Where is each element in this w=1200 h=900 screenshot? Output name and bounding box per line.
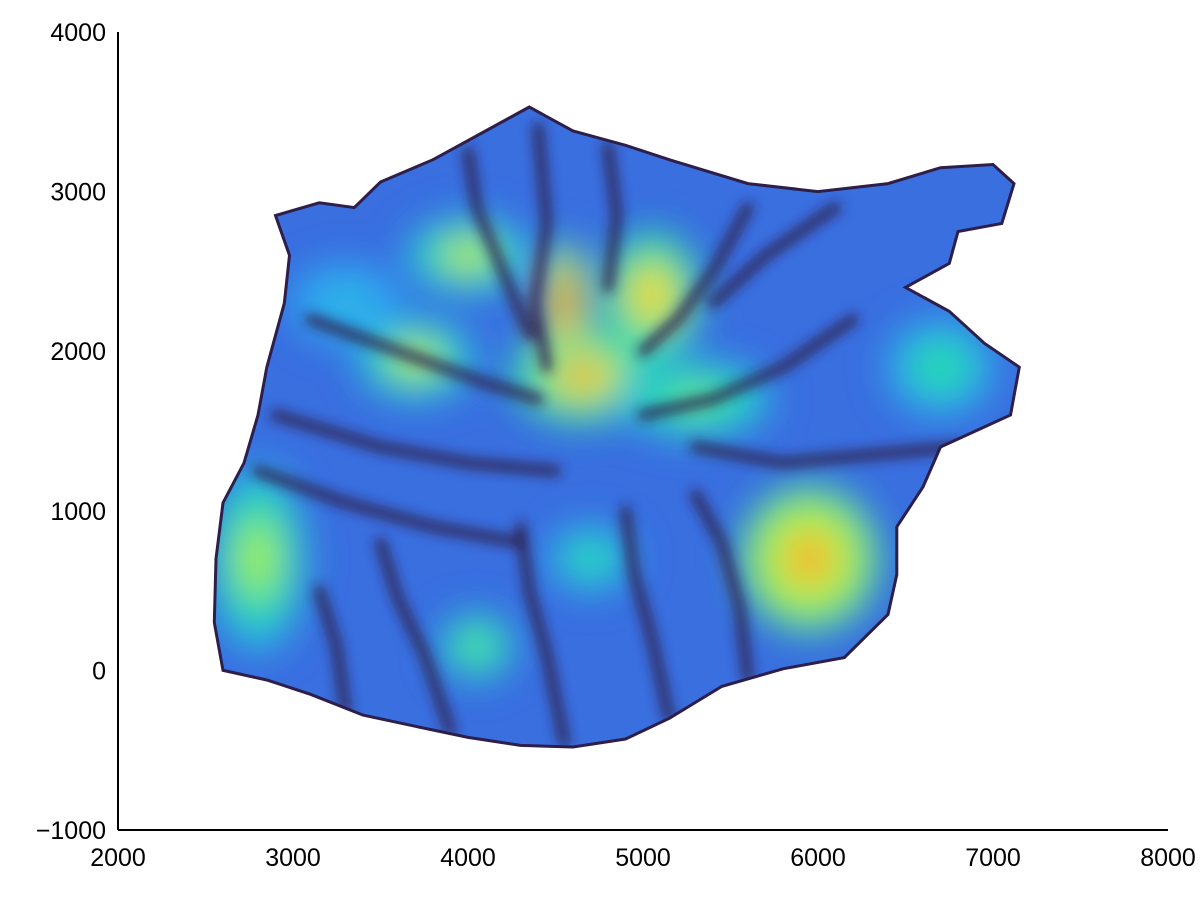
valley-line-8	[515, 521, 570, 747]
valley-line-9	[375, 537, 456, 737]
valley-line-7	[620, 505, 675, 724]
x-tick-label: 3000	[265, 844, 321, 872]
elevation-high-7-ring-4	[247, 539, 269, 579]
y-axis-ticks: −1000 0 1000 2000 3000 4000	[36, 19, 106, 845]
y-tick-label: 1000	[50, 498, 106, 526]
island-outline	[212, 105, 1021, 749]
elevation-heatmap	[214, 107, 1020, 747]
x-tick-label: 8000	[1140, 844, 1196, 872]
valley-line-6	[690, 441, 964, 469]
y-tick-label: 3000	[50, 179, 106, 207]
valley-line-3	[252, 465, 526, 549]
elevation-high-9-ring-4	[581, 551, 600, 566]
y-tick-label: −1000	[36, 817, 106, 845]
valley-line-2	[270, 409, 561, 477]
y-tick-label: 4000	[50, 19, 106, 47]
y-tick-label: 0	[92, 657, 106, 685]
elevation-high-6-ring-4	[794, 543, 824, 575]
elevation-high-3-ring-4	[455, 247, 481, 264]
axes: 2000 3000 4000 5000 6000 7000 8000 −1000 0 1000 2…	[36, 19, 1196, 872]
x-tick-label: 7000	[965, 844, 1021, 872]
valley-line-13	[602, 141, 623, 293]
elevation-high-10-ring-4	[929, 356, 952, 378]
valley-line-5	[637, 313, 859, 421]
plot-area	[212, 105, 1021, 749]
elevation-high-1-ring-4	[559, 290, 570, 317]
valley-line-0	[529, 122, 553, 373]
valley-line-14	[707, 202, 841, 309]
x-tick-label: 4000	[440, 844, 496, 872]
x-tick-label: 5000	[615, 844, 671, 872]
valley-line-10	[690, 489, 754, 684]
y-tick-label: 2000	[50, 338, 106, 366]
x-axis-ticks: 2000 3000 4000 5000 6000 7000 8000	[90, 844, 1196, 872]
elevation-high-8-ring-4	[468, 639, 485, 654]
x-tick-label: 6000	[790, 844, 846, 872]
elevation-high-0-ring-4	[567, 364, 597, 386]
valley-line-1	[305, 313, 544, 405]
elevation-high-2-ring-4	[641, 282, 662, 309]
valley-line-4	[637, 202, 754, 357]
x-tick-label: 2000	[90, 844, 146, 872]
elevation-high-11-ring-4	[334, 295, 357, 312]
valley-lines	[252, 122, 964, 747]
valley-line-11	[313, 585, 351, 716]
valley-line-12	[462, 146, 535, 341]
